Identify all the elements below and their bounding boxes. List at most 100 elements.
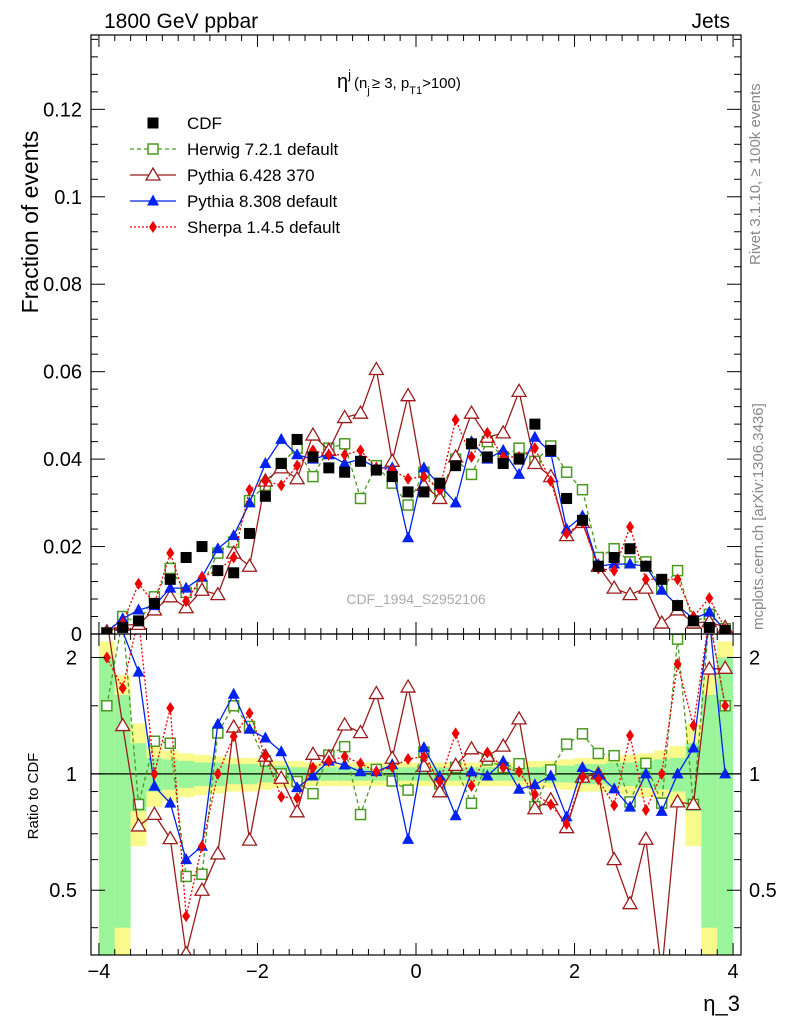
ratio-y-tick-label: 0.5 [49, 880, 77, 902]
point-pythia-8-308-default [211, 542, 224, 554]
ratio-point-pythia-8-308-default [449, 809, 462, 821]
legend-label-sherpa-1-4-5-default: Sherpa 1.4.5 default [187, 218, 340, 237]
ratio-point-pythia-6-428-370 [495, 737, 512, 752]
title-end: >100) [422, 75, 461, 92]
point-cdf [275, 457, 287, 469]
ratio-point-pythia-8-308-default [148, 779, 161, 791]
ratio-point-pythia-6-428-370 [637, 830, 655, 845]
side-label-rivet: Rivet 3.1.10, ≥ 100k events [747, 83, 764, 265]
ratio-point-pythia-8-308-default [592, 767, 605, 779]
ratio-point-sherpa-1-4-5-default [657, 767, 666, 780]
point-cdf [529, 418, 541, 430]
y-tick-label: 0.1 [54, 187, 82, 209]
point-pythia-8-308-default [608, 557, 621, 569]
point-pythia-6-428-370 [495, 424, 512, 439]
point-cdf [355, 455, 367, 467]
ratio-point-sherpa-1-4-5-default [467, 779, 476, 792]
ratio-point-pythia-8-308-default [465, 765, 478, 777]
point-herwig-7-2-1-default [354, 492, 367, 505]
ratio-line-pythia-8-308-default [122, 634, 726, 861]
point-pythia-8-308-default [402, 531, 415, 543]
ratio-point-pythia-8-308-default [275, 745, 288, 757]
point-sherpa-1-4-5-default [467, 450, 476, 463]
x-tick-label: −4 [88, 961, 111, 983]
point-pythia-6-428-370 [463, 404, 480, 419]
ratio-point-pythia-6-428-370 [162, 830, 179, 845]
point-pythia-6-428-370 [162, 588, 179, 603]
header-left: 1800 GeV ppbar [104, 10, 258, 33]
ratio-point-sherpa-1-4-5-default [213, 767, 222, 780]
ratio-y-tick-label-right: 1 [749, 764, 760, 786]
point-sherpa-1-4-5-default [451, 413, 460, 426]
point-cdf [196, 541, 208, 553]
ratio-point-sherpa-1-4-5-default [721, 699, 730, 712]
point-cdf [133, 615, 145, 627]
point-cdf [370, 464, 382, 476]
point-pythia-6-428-370 [653, 614, 670, 629]
point-cdf [576, 514, 588, 526]
ratio-point-pythia-8-308-default [227, 687, 240, 699]
point-pythia-8-308-default [624, 557, 637, 569]
point-sherpa-1-4-5-default [229, 551, 238, 564]
ratio-point-herwig-7-2-1-default [560, 738, 573, 750]
ratio-point-herwig-7-2-1-default [307, 787, 319, 800]
ratio-point-pythia-6-428-370 [273, 769, 290, 784]
ratio-point-sherpa-1-4-5-default [404, 753, 413, 766]
ratio-point-herwig-7-2-1-default [576, 728, 589, 740]
ratio-point-herwig-7-2-1-default [402, 784, 414, 796]
x-tick-label: 4 [728, 961, 739, 983]
ratio-point-herwig-7-2-1-default [640, 757, 652, 770]
ratio-point-pythia-6-428-370 [669, 793, 686, 808]
ratio-point-pythia-8-308-default [497, 754, 510, 766]
point-pythia-6-428-370 [288, 470, 306, 485]
point-pythia-6-428-370 [621, 586, 639, 601]
ratio-point-herwig-7-2-1-default [132, 798, 145, 811]
point-pythia-8-308-default [291, 448, 304, 460]
point-sherpa-1-4-5-default [419, 470, 428, 483]
legend-entry-cdf: CDF [147, 114, 222, 133]
ratio-point-pythia-6-428-370 [431, 783, 448, 798]
point-pythia-6-428-370 [241, 557, 258, 572]
ratio-point-sherpa-1-4-5-default [197, 840, 206, 853]
point-pythia-8-308-default [227, 529, 240, 541]
point-cdf [592, 560, 604, 572]
point-cdf [687, 615, 699, 627]
legend-label-cdf: CDF [187, 114, 222, 133]
title-sup-j: j [347, 67, 351, 82]
point-pythia-6-428-370 [336, 409, 353, 424]
ratio-point-sherpa-1-4-5-default [451, 727, 460, 740]
ratio-point-herwig-7-2-1-default [212, 727, 224, 739]
point-cdf [164, 573, 176, 585]
point-cdf [323, 462, 335, 474]
ratio-point-pythia-6-428-370 [304, 746, 322, 760]
ratio-point-pythia-6-428-370 [193, 881, 211, 896]
ratio-point-pythia-8-308-default [132, 665, 145, 677]
ratio-y-tick-label-right: 0.5 [749, 880, 777, 902]
ratio-point-sherpa-1-4-5-default [102, 651, 111, 664]
ratio-line-sherpa-1-4-5-default [106, 634, 726, 917]
point-cdf [624, 543, 636, 555]
ratio-point-pythia-6-428-370 [606, 851, 623, 866]
header-right: Jets [691, 10, 730, 33]
ratio-point-sherpa-1-4-5-default [578, 771, 587, 784]
point-cdf [386, 471, 398, 483]
ratio-point-pythia-6-428-370 [510, 710, 528, 725]
point-sherpa-1-4-5-default [245, 483, 254, 496]
point-pythia-6-428-370 [193, 581, 211, 596]
ratio-point-sherpa-1-4-5-default [356, 757, 365, 770]
ratio-point-pythia-8-308-default [513, 782, 526, 794]
ratio-point-pythia-8-308-default [211, 717, 224, 729]
point-sherpa-1-4-5-default [641, 573, 650, 586]
point-cdf [513, 453, 525, 465]
y-tick-label: 0.12 [43, 99, 82, 121]
point-pythia-6-428-370 [399, 387, 417, 402]
legend-marker-herwig-7-2-1-default [147, 143, 159, 155]
ratio-point-herwig-7-2-1-default [196, 868, 208, 880]
point-pythia-8-308-default [180, 581, 193, 593]
point-herwig-7-2-1-default [338, 438, 351, 450]
point-pythia-8-308-default [164, 581, 177, 593]
legend-marker-pythia-8-308-default [147, 194, 159, 206]
legend-label-herwig-7-2-1-default: Herwig 7.2.1 default [187, 140, 338, 159]
ratio-point-sherpa-1-4-5-default [182, 910, 191, 923]
ratio-point-pythia-6-428-370 [621, 895, 639, 910]
